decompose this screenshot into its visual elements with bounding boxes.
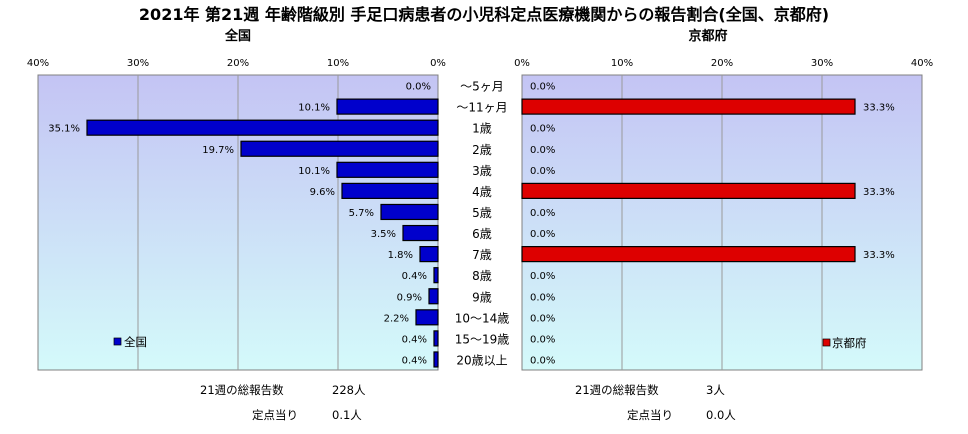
national-bar [380,203,439,221]
national-bar [402,224,439,242]
chart-title: 2021年 第21週 年齢階級別 手足口病患者の小児科定点医療機関からの報告割合… [139,5,829,24]
kyoto-data-label: 33.3% [863,250,895,261]
national-x-tick-label: 0% [430,58,446,69]
kyoto-legend-label: 京都府 [832,336,867,350]
national-data-label: 9.6% [310,187,335,198]
kyoto-data-label: 0.0% [530,313,555,324]
kyoto-data-label: 0.0% [530,166,555,177]
national-bar [240,140,439,157]
national-data-label: 0.0% [406,82,431,93]
category-label: ～11ヶ月 [456,101,507,115]
kyoto-legend-swatch [822,338,831,347]
category-label: 15～19歳 [455,332,510,346]
kyoto-data-label: 0.0% [530,229,555,240]
category-label: 9歳 [472,290,492,304]
national-per-value: 0.1人 [332,408,362,422]
national-legend-label: 全国 [124,335,147,349]
national-bar [336,161,439,178]
national-bar [433,330,439,347]
national-bar [86,119,439,136]
national-data-label: 3.5% [371,229,396,240]
national-bar [433,267,439,284]
national-bar [419,246,439,263]
kyoto-data-label: 33.3% [863,187,895,198]
category-label: 6歳 [472,227,492,241]
national-bar [428,288,439,305]
national-data-label: 0.4% [402,334,427,345]
national-bar [433,351,439,368]
national-bar [341,182,439,199]
kyoto-x-tick-label: 10% [611,58,633,69]
national-data-label: 1.8% [388,250,413,261]
national-bar [336,98,439,115]
kyoto-subtitle: 京都府 [688,28,727,44]
national-x-tick-label: 20% [227,58,249,69]
kyoto-data-label: 0.0% [530,271,555,282]
kyoto-bar [521,98,856,115]
national-x-tick-label: 40% [27,58,49,69]
national-total-label: 21週の総報告数 [200,383,284,397]
category-label: 8歳 [472,269,492,283]
category-label: 10～14歳 [455,311,510,325]
kyoto-x-tick-label: 0% [514,58,530,69]
national-x-tick-label: 10% [327,58,349,69]
national-bar [415,309,439,326]
category-label: 5歳 [472,206,492,220]
category-label: ～5ヶ月 [460,80,504,94]
category-label: 4歳 [472,185,492,199]
category-label: 20歳以上 [456,353,507,367]
national-data-label: 10.1% [298,166,330,177]
kyoto-data-label: 0.0% [530,355,555,366]
category-label: 1歳 [472,122,492,136]
national-data-label: 35.1% [48,124,80,135]
kyoto-total-value: 3人 [706,383,725,397]
kyoto-data-label: 0.0% [530,82,555,93]
national-data-label: 10.1% [298,103,330,114]
national-legend-swatch [113,337,122,346]
kyoto-data-label: 0.0% [530,334,555,345]
kyoto-data-label: 0.0% [530,145,555,156]
kyoto-x-tick-label: 40% [911,58,933,69]
kyoto-bar [521,246,856,263]
national-data-label: 5.7% [349,208,374,219]
kyoto-data-label: 0.0% [530,292,555,303]
category-label: 7歳 [472,248,492,262]
category-label: 2歳 [472,143,492,157]
kyoto-bar [521,182,856,199]
kyoto-per-label: 定点当り [627,408,673,422]
kyoto-per-value: 0.0人 [706,408,736,422]
kyoto-total-label: 21週の総報告数 [575,383,659,397]
national-total-value: 228人 [332,383,366,397]
national-x-tick-label: 30% [127,58,149,69]
kyoto-x-tick-label: 30% [811,58,833,69]
kyoto-data-label: 0.0% [530,208,555,219]
category-label: 3歳 [472,164,492,178]
national-data-label: 19.7% [202,145,234,156]
national-subtitle: 全国 [224,28,251,44]
national-per-label: 定点当り [252,408,298,422]
national-data-label: 2.2% [384,313,409,324]
kyoto-data-label: 33.3% [863,103,895,114]
kyoto-x-tick-label: 20% [711,58,733,69]
kyoto-data-label: 0.0% [530,124,555,135]
national-data-label: 0.4% [402,355,427,366]
national-data-label: 0.9% [397,292,422,303]
national-data-label: 0.4% [402,271,427,282]
